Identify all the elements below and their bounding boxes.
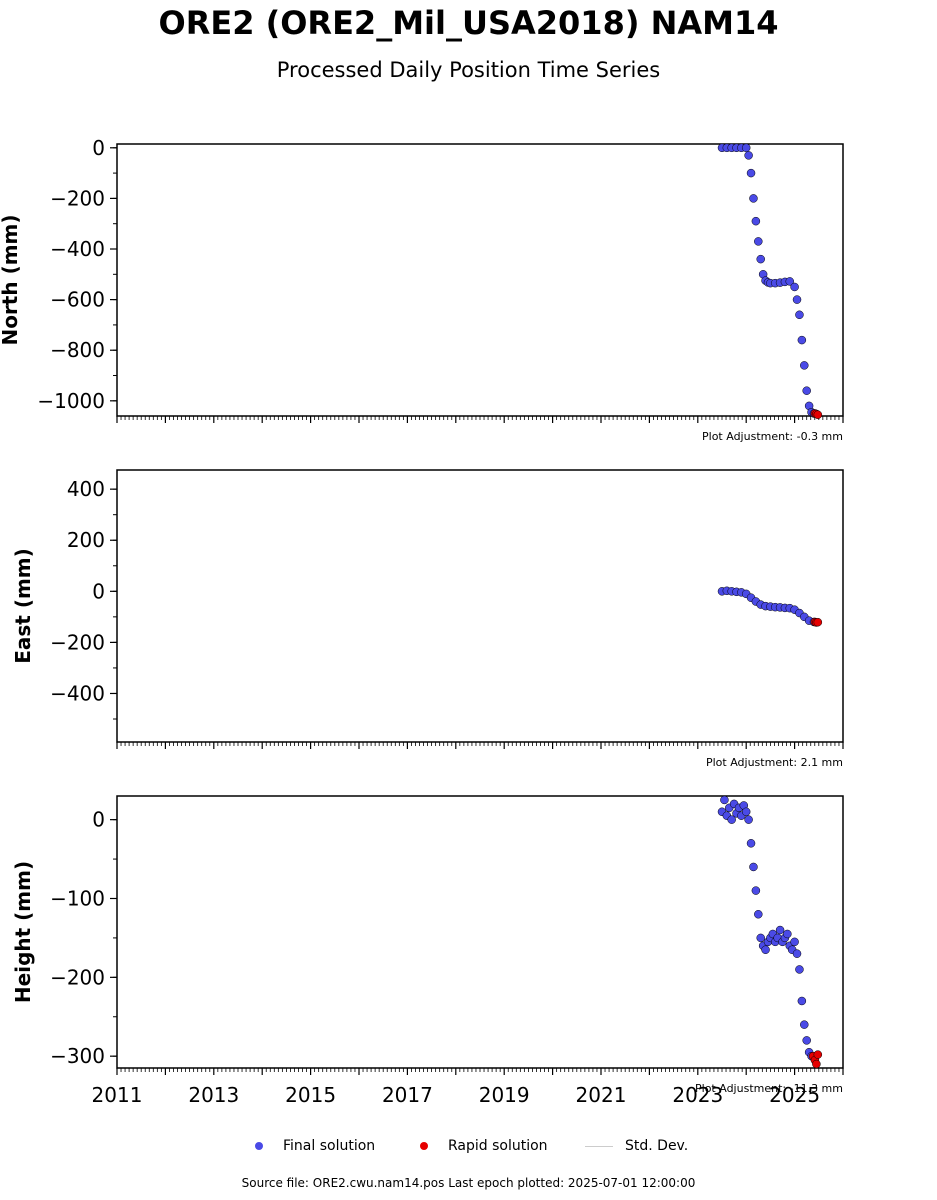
final-solution-point	[802, 1036, 811, 1045]
x-tick-label: 2017	[382, 1083, 433, 1107]
y-tick-label: 0	[92, 136, 105, 160]
final-solution-point	[792, 949, 802, 958]
y-tick-label: −400	[50, 681, 105, 705]
y-tick-label: −300	[50, 1044, 105, 1068]
x-tick-label: 2019	[479, 1083, 530, 1107]
y-axis-label: East (mm)	[11, 548, 35, 664]
final-solution-point	[754, 237, 763, 246]
final-solution-point	[741, 807, 751, 817]
y-tick-label: 0	[92, 808, 105, 832]
final-solution-point	[795, 310, 804, 320]
final-solution-point	[751, 216, 761, 226]
legend-rapid-marker	[420, 1142, 428, 1150]
legend-rapid: Rapid solution	[420, 1138, 548, 1154]
final-solution-point	[790, 282, 799, 292]
rapid-solution-point	[812, 1059, 821, 1069]
plot-adjustment-note: Plot Adjustment: -11.3 mm	[695, 1082, 843, 1095]
final-solution-point	[746, 168, 756, 178]
x-tick-label: 2025	[769, 1083, 820, 1107]
y-tick-label: −200	[50, 965, 105, 989]
y-tick-label: −800	[50, 338, 105, 362]
legend-final-marker	[255, 1142, 263, 1150]
final-solution-point	[741, 143, 751, 153]
y-tick-label: −200	[50, 630, 105, 654]
plot-frame	[116, 469, 844, 743]
y-tick-label: −600	[50, 288, 105, 312]
rapid-solution-point	[813, 410, 823, 419]
final-solution-point	[746, 839, 756, 848]
final-solution-point	[792, 295, 802, 304]
final-solution-point	[756, 254, 765, 264]
final-solution-point	[795, 965, 804, 974]
y-tick-label: 0	[92, 579, 105, 603]
legend-final-label: Final solution	[283, 1138, 376, 1154]
y-tick-label: 200	[67, 528, 105, 552]
y-tick-label: −200	[50, 186, 105, 210]
final-solution-point	[800, 361, 809, 370]
legend-std-marker	[585, 1145, 613, 1147]
final-solution-point	[749, 862, 758, 872]
y-tick-label: −1000	[37, 389, 105, 413]
final-solution-point	[751, 886, 761, 895]
final-solution-point	[720, 795, 729, 805]
y-axis-label: Height (mm)	[11, 861, 35, 1003]
plot-frame	[116, 795, 844, 1069]
page-title: ORE2 (ORE2_Mil_USA2018) NAM14	[158, 4, 779, 42]
plot-adjustment-note: Plot Adjustment: -0.3 mm	[702, 430, 843, 443]
final-solution-point	[775, 925, 785, 935]
x-tick-label: 2013	[188, 1083, 239, 1107]
final-solution-point	[785, 277, 795, 286]
final-solution-point	[761, 945, 770, 954]
x-tick-label: 2021	[576, 1083, 627, 1107]
legend-std-label: Std. Dev.	[625, 1138, 689, 1154]
final-solution-point	[783, 929, 792, 939]
legend-rapid-label: Rapid solution	[448, 1138, 548, 1154]
final-solution-point	[756, 933, 765, 943]
y-tick-label: −400	[50, 237, 105, 261]
page-subtitle: Processed Daily Position Time Series	[276, 58, 661, 82]
final-solution-point	[744, 815, 753, 824]
y-tick-label: −100	[50, 886, 105, 910]
plot-frame	[116, 143, 844, 417]
x-tick-label: 2023	[672, 1083, 723, 1107]
x-tick-label: 2011	[92, 1083, 143, 1107]
final-solution-point	[754, 910, 763, 919]
final-solution-point	[802, 386, 811, 395]
rapid-solution-point	[813, 1050, 823, 1059]
final-solution-point	[790, 937, 799, 947]
rapid-solution-point	[813, 617, 823, 627]
final-solution-point	[749, 194, 758, 203]
plot-adjustment-note: Plot Adjustment: 2.1 mm	[706, 756, 843, 769]
y-tick-label: 400	[67, 477, 105, 501]
final-solution-point	[744, 151, 753, 160]
legend-final: Final solution	[255, 1138, 375, 1154]
x-tick-label: 2015	[285, 1083, 336, 1107]
final-solution-point	[797, 996, 807, 1006]
final-solution-point	[727, 815, 736, 824]
legend-std: Std. Dev.	[585, 1138, 688, 1154]
source-footer: Source file: ORE2.cwu.nam14.pos Last epo…	[241, 1176, 696, 1190]
final-solution-point	[797, 335, 807, 345]
y-axis-label: North (mm)	[0, 214, 22, 345]
final-solution-point	[800, 1020, 809, 1029]
